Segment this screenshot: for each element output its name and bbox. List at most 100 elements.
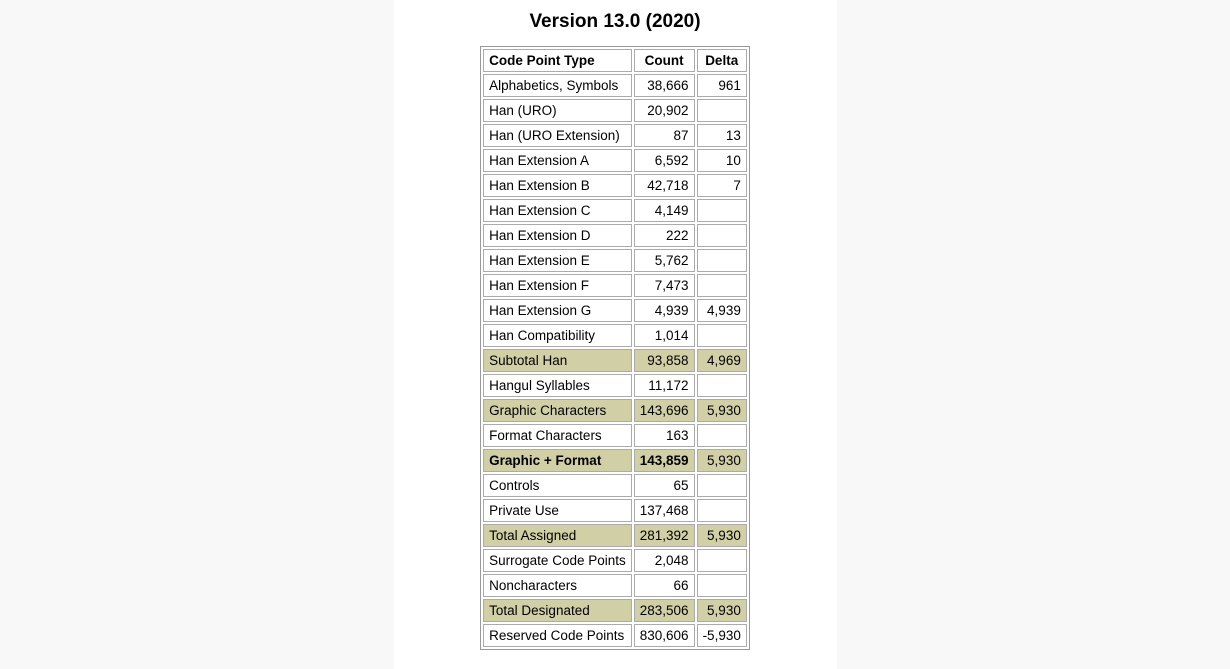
row-label: Reserved Code Points [483, 624, 632, 647]
row-label: Han Extension B [483, 174, 632, 197]
table-row: Han Extension C 4,149 [483, 199, 747, 222]
table-row: Han Extension E 5,762 [483, 249, 747, 272]
row-delta [696, 474, 747, 497]
row-delta [696, 549, 747, 572]
table-row: Alphabetics, Symbols 38,666 961 [483, 74, 747, 97]
row-count: 4,939 [633, 299, 695, 322]
row-label: Han Extension E [483, 249, 632, 272]
row-label: Graphic + Format [483, 449, 632, 472]
table-row: Hangul Syllables 11,172 [483, 374, 747, 397]
row-delta [696, 374, 747, 397]
row-delta: 5,930 [696, 449, 747, 472]
row-delta: 13 [696, 124, 747, 147]
table-row: Han Extension F 7,473 [483, 274, 747, 297]
table-header-row: Code Point Type Count Delta [483, 49, 747, 72]
row-delta [696, 324, 747, 347]
row-count: 143,696 [633, 399, 695, 422]
row-label: Format Characters [483, 424, 632, 447]
row-count: 66 [633, 574, 695, 597]
row-count: 281,392 [633, 524, 695, 547]
table-row: Han Extension G 4,939 4,939 [483, 299, 747, 322]
row-delta: 5,930 [696, 524, 747, 547]
row-count: 143,859 [633, 449, 695, 472]
table-row: Han Extension A 6,592 10 [483, 149, 747, 172]
row-count: 4,149 [633, 199, 695, 222]
table-row-total: Total Designated 283,506 5,930 [483, 599, 747, 622]
row-count: 11,172 [633, 374, 695, 397]
row-count: 830,606 [633, 624, 695, 647]
table-header: Code Point Type Count Delta [483, 49, 747, 72]
row-label: Han Extension A [483, 149, 632, 172]
row-label: Hangul Syllables [483, 374, 632, 397]
row-count: 7,473 [633, 274, 695, 297]
table-row: Han (URO Extension) 87 13 [483, 124, 747, 147]
row-count: 137,468 [633, 499, 695, 522]
table-row: Private Use 137,468 [483, 499, 747, 522]
table-row: Han (URO) 20,902 [483, 99, 747, 122]
row-delta: 7 [696, 174, 747, 197]
row-count: 6,592 [633, 149, 695, 172]
row-count: 93,858 [633, 349, 695, 372]
row-count: 38,666 [633, 74, 695, 97]
table-row: Controls 65 [483, 474, 747, 497]
table-row: Noncharacters 66 [483, 574, 747, 597]
row-label: Han Extension G [483, 299, 632, 322]
row-count: 283,506 [633, 599, 695, 622]
table-row-total: Subtotal Han 93,858 4,969 [483, 349, 747, 372]
row-label: Total Designated [483, 599, 632, 622]
row-delta [696, 499, 747, 522]
header-code-point-type: Code Point Type [483, 49, 632, 72]
row-label: Surrogate Code Points [483, 549, 632, 572]
row-delta: 4,969 [696, 349, 747, 372]
row-delta: -5,930 [696, 624, 747, 647]
codepoint-table-body: Alphabetics, Symbols 38,666 961 Han (URO) 20… [483, 74, 747, 647]
table-row-total: Graphic + Format 143,859 5,930 [483, 449, 747, 472]
row-delta: 961 [696, 74, 747, 97]
row-label: Han (URO) [483, 99, 632, 122]
row-count: 20,902 [633, 99, 695, 122]
row-count: 87 [633, 124, 695, 147]
row-label: Han Extension D [483, 224, 632, 247]
row-label: Han Compatibility [483, 324, 632, 347]
table-row: Reserved Code Points 830,606 -5,930 [483, 624, 747, 647]
header-delta: Delta [696, 49, 747, 72]
row-label: Graphic Characters [483, 399, 632, 422]
row-delta [696, 274, 747, 297]
row-count: 1,014 [633, 324, 695, 347]
table-row: Han Compatibility 1,014 [483, 324, 747, 347]
row-delta [696, 99, 747, 122]
row-delta [696, 424, 747, 447]
row-label: Total Assigned [483, 524, 632, 547]
row-delta: 5,930 [696, 599, 747, 622]
table-row: Han Extension D 222 [483, 224, 747, 247]
row-label: Han Extension C [483, 199, 632, 222]
row-label: Han (URO Extension) [483, 124, 632, 147]
row-label: Subtotal Han [483, 349, 632, 372]
table-row-total: Total Assigned 281,392 5,930 [483, 524, 747, 547]
row-delta [696, 574, 747, 597]
row-delta [696, 199, 747, 222]
row-delta [696, 249, 747, 272]
header-count: Count [633, 49, 695, 72]
row-delta: 4,939 [696, 299, 747, 322]
content-panel: Version 13.0 (2020) Code Point Type Coun… [393, 0, 837, 669]
page-title: Version 13.0 (2020) [529, 11, 701, 32]
row-count: 2,048 [633, 549, 695, 572]
table-row: Surrogate Code Points 2,048 [483, 549, 747, 572]
row-count: 163 [633, 424, 695, 447]
table-row: Han Extension B 42,718 7 [483, 174, 747, 197]
row-label: Noncharacters [483, 574, 632, 597]
row-delta [696, 224, 747, 247]
row-count: 42,718 [633, 174, 695, 197]
table-row: Format Characters 163 [483, 424, 747, 447]
row-count: 65 [633, 474, 695, 497]
row-count: 5,762 [633, 249, 695, 272]
table-row-total: Graphic Characters 143,696 5,930 [483, 399, 747, 422]
codepoint-stats-table: Code Point Type Count Delta Alphabetics,… [480, 46, 750, 650]
row-label: Controls [483, 474, 632, 497]
row-label: Han Extension F [483, 274, 632, 297]
row-label: Private Use [483, 499, 632, 522]
row-delta: 10 [696, 149, 747, 172]
row-delta: 5,930 [696, 399, 747, 422]
row-count: 222 [633, 224, 695, 247]
